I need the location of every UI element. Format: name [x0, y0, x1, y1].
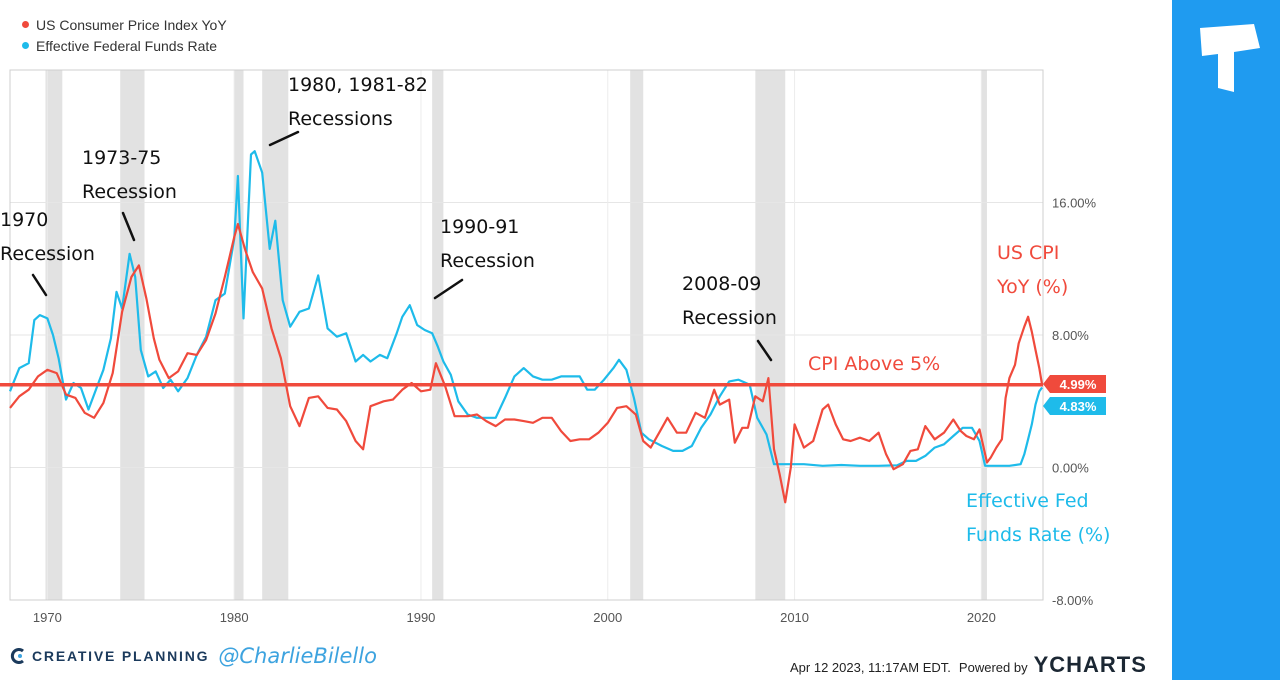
ann-fed-text: Funds Rate (%) — [966, 524, 1110, 546]
creative-planning-logo-icon — [10, 648, 24, 664]
cpi-above-5-label: CPI Above 5% — [808, 353, 940, 375]
x-tick-label: 2020 — [967, 610, 996, 625]
chart-area: 16.00% 8.00% 0.00% -8.00% 1970 1980 1990 2000 20… — [0, 69, 1110, 626]
x-tick-label: 1990 — [406, 610, 435, 625]
axis-ticks: 16.00% 8.00% 0.00% -8.00% 1970 1980 1990 2000 20… — [33, 196, 1097, 626]
powered-by: Powered by — [958, 660, 1028, 675]
x-tick-label: 1970 — [33, 610, 62, 625]
ann-2008-text: Recession — [682, 307, 777, 329]
y-tick-label: 8.00% — [1052, 328, 1089, 343]
brand-name: CREATIVE PLANNING — [32, 648, 210, 664]
ann-1970-text: 1970 — [0, 209, 48, 231]
author-handle[interactable]: @CharlieBilello — [218, 644, 377, 668]
plot-border — [9, 69, 1044, 601]
annotation-pointer — [268, 130, 300, 147]
legend-dot-icon — [22, 42, 29, 49]
annotation-pointer — [433, 278, 464, 300]
ann-1990-text: 1990-91 — [440, 216, 519, 238]
end-labels: 4.99% 4.83% — [1043, 375, 1106, 415]
tickerdata-logo-icon — [1200, 24, 1260, 92]
x-tick-label: 2000 — [593, 610, 622, 625]
legend-label: Effective Federal Funds Rate — [36, 37, 218, 54]
x-tick-label: 2010 — [780, 610, 809, 625]
fed-funds-series-line[interactable] — [8, 150, 1043, 467]
ann-1980-text: Recessions — [288, 108, 393, 130]
ann-2008-text: 2008-09 — [682, 273, 761, 295]
cpi-series-line[interactable] — [9, 222, 1044, 504]
series-lines — [0, 150, 1044, 504]
ann-cpi-text: US CPI — [997, 242, 1059, 264]
legend-dot-icon — [22, 21, 29, 28]
ann-1990-text: Recession — [440, 250, 535, 272]
ann-1973-text: 1973-75 — [82, 147, 161, 169]
annotation-pointer — [31, 273, 48, 297]
gridlines — [10, 70, 1043, 601]
ann-fed-text: Effective Fed — [966, 490, 1089, 512]
footer-source: Apr 12 2023, 11:17AM EDT. Powered by YCH… — [790, 652, 1147, 678]
y-tick-label: 16.00% — [1052, 196, 1097, 211]
ann-1973-text: Recession — [82, 181, 177, 203]
legend: US Consumer Price Index YoY Effective Fe… — [22, 14, 227, 56]
footer-brand: CREATIVE PLANNING @CharlieBilello — [10, 644, 377, 668]
end-value-tag — [1043, 397, 1106, 415]
ycharts-logo[interactable]: YCHARTS — [1033, 652, 1147, 677]
ann-cpi-text: YoY (%) — [996, 276, 1068, 298]
end-value-tag — [1043, 375, 1106, 393]
ann-1980-text: 1980, 1981-82 — [288, 74, 428, 96]
y-tick-label: 0.00% — [1052, 461, 1089, 476]
end-value-label: 4.83% — [1060, 399, 1097, 414]
legend-item-fed-funds[interactable]: Effective Federal Funds Rate — [22, 35, 227, 56]
annotation-pointer — [756, 339, 773, 362]
y-tick-label: -8.00% — [1052, 593, 1094, 608]
x-tick-label: 1980 — [220, 610, 249, 625]
legend-item-cpi[interactable]: US Consumer Price Index YoY — [22, 14, 227, 35]
annotation-pointer — [121, 211, 136, 242]
legend-label: US Consumer Price Index YoY — [36, 16, 227, 33]
brand-panel — [1172, 0, 1280, 680]
ann-1970-text: Recession — [0, 243, 95, 265]
annotations: 1970 Recession 1973-75 Recession 1980, 1981-… — [0, 74, 1110, 546]
end-value-label: 4.99% — [1060, 377, 1097, 392]
timestamp: Apr 12 2023, 11:17AM EDT. — [790, 660, 951, 675]
